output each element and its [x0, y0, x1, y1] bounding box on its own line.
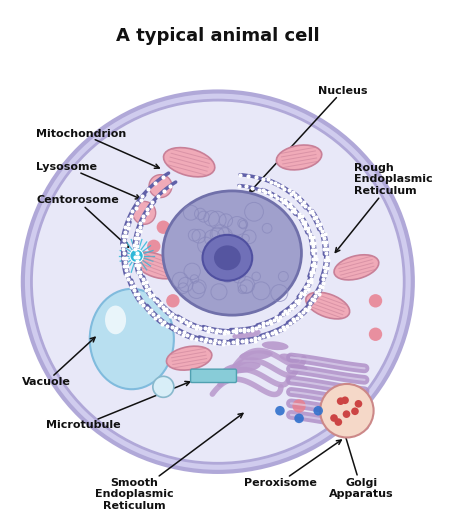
Circle shape: [342, 411, 350, 418]
Text: Golgi
Apparatus: Golgi Apparatus: [329, 430, 393, 499]
Ellipse shape: [202, 235, 252, 281]
Ellipse shape: [276, 145, 322, 170]
Ellipse shape: [239, 350, 273, 360]
Ellipse shape: [90, 289, 174, 389]
Text: Vacuole: Vacuole: [22, 337, 95, 387]
Circle shape: [330, 414, 338, 422]
Text: Mitochondrion: Mitochondrion: [36, 129, 159, 168]
Ellipse shape: [262, 341, 288, 350]
Circle shape: [133, 201, 156, 225]
Text: Smooth
Endoplasmic
Reticulum: Smooth Endoplasmic Reticulum: [95, 413, 243, 511]
Circle shape: [369, 328, 382, 341]
Ellipse shape: [214, 246, 241, 270]
Text: Lysosome: Lysosome: [36, 162, 140, 199]
Ellipse shape: [291, 364, 307, 372]
Circle shape: [369, 294, 382, 307]
Text: A typical animal cell: A typical animal cell: [116, 26, 320, 44]
Text: Nucleus: Nucleus: [249, 85, 368, 192]
Text: Rough
Endoplasmic
Reticulum: Rough Endoplasmic Reticulum: [335, 163, 433, 252]
Circle shape: [341, 396, 349, 404]
Text: Peroxisome: Peroxisome: [243, 440, 341, 487]
Ellipse shape: [163, 191, 302, 315]
Circle shape: [157, 220, 170, 234]
Ellipse shape: [163, 148, 215, 177]
Ellipse shape: [334, 255, 379, 280]
Text: Centorosome: Centorosome: [36, 196, 129, 247]
Circle shape: [166, 294, 180, 307]
Circle shape: [355, 400, 362, 407]
Ellipse shape: [166, 346, 212, 370]
Circle shape: [130, 249, 143, 262]
Circle shape: [147, 240, 161, 253]
Ellipse shape: [23, 92, 413, 472]
Text: Microtubule: Microtubule: [46, 382, 190, 430]
Circle shape: [149, 174, 172, 198]
Circle shape: [294, 414, 304, 423]
Circle shape: [292, 399, 306, 413]
Circle shape: [334, 418, 342, 426]
Circle shape: [153, 376, 174, 397]
Circle shape: [275, 406, 285, 415]
Ellipse shape: [105, 306, 126, 334]
Circle shape: [337, 397, 344, 405]
Ellipse shape: [306, 292, 350, 319]
Circle shape: [320, 384, 374, 437]
Ellipse shape: [232, 329, 261, 339]
FancyBboxPatch shape: [191, 369, 236, 383]
Ellipse shape: [32, 100, 404, 463]
Ellipse shape: [134, 252, 178, 279]
Circle shape: [313, 406, 323, 415]
Ellipse shape: [279, 354, 300, 363]
Circle shape: [351, 407, 359, 415]
Ellipse shape: [223, 362, 261, 374]
